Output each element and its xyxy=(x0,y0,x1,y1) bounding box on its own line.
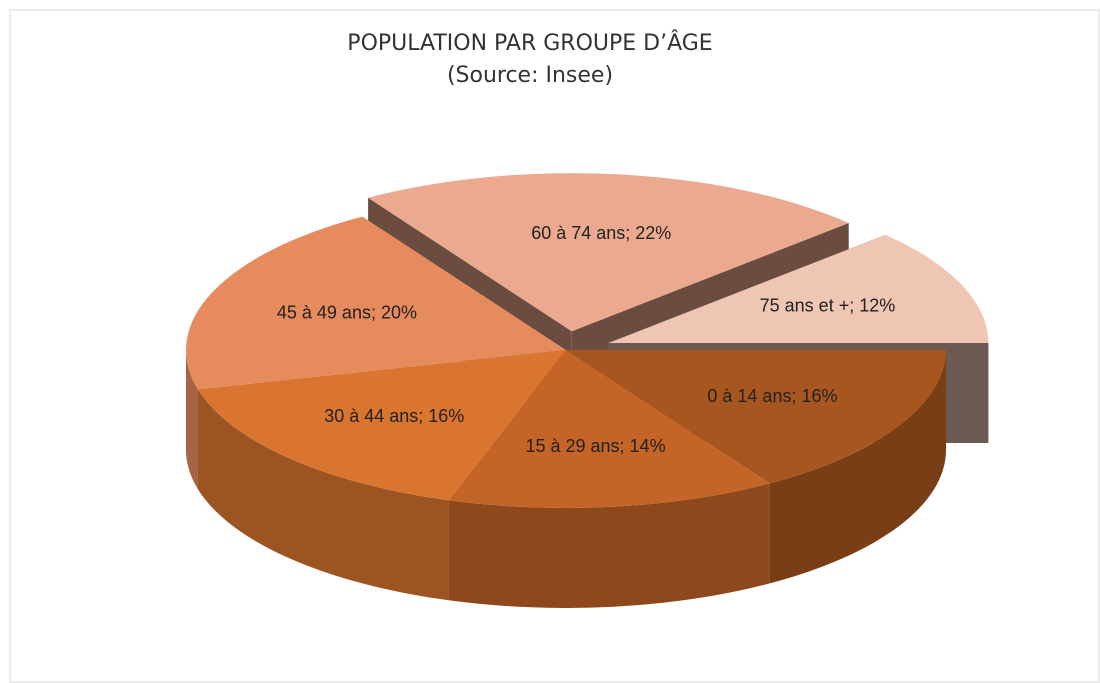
slice xyxy=(448,350,770,608)
slice-top xyxy=(608,234,989,344)
slice xyxy=(566,350,946,584)
slice-top xyxy=(368,173,849,332)
slice-wall xyxy=(448,483,770,608)
slice xyxy=(197,350,566,601)
data-label: 30 à 44 ans; 16% xyxy=(324,406,464,426)
slice xyxy=(185,216,566,490)
data-label: 45 à 49 ans; 20% xyxy=(277,303,417,323)
slice-wall xyxy=(197,389,449,601)
data-label: 75 ans et +; 12% xyxy=(760,296,896,316)
data-label: 60 à 74 ans; 22% xyxy=(531,223,671,243)
slice-top xyxy=(197,350,566,501)
slice-top xyxy=(566,350,946,484)
slice-top xyxy=(185,216,566,390)
slice-wall xyxy=(186,350,198,490)
chart-title: POPULATION PAR GROUPE D’ÂGE xyxy=(347,30,712,56)
data-label: 0 à 14 ans; 16% xyxy=(707,386,837,406)
data-label: 15 à 29 ans; 14% xyxy=(525,436,665,456)
slice-top xyxy=(448,350,770,508)
slice-wall xyxy=(769,350,946,584)
chart-subtitle: (Source: Insee) xyxy=(447,63,613,88)
